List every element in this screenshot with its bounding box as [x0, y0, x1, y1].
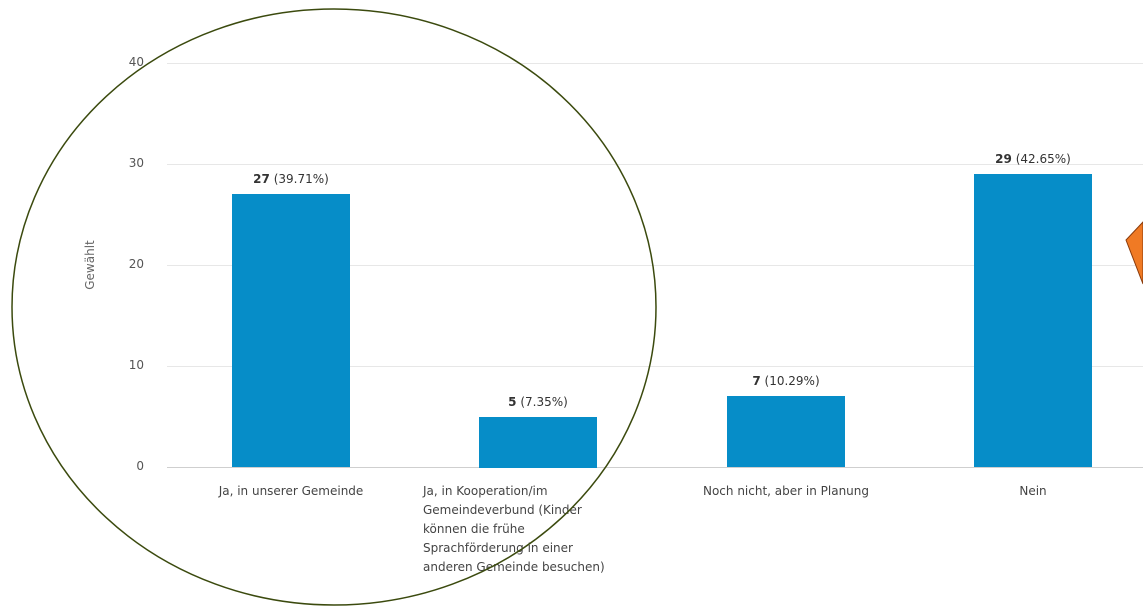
x-tick-label-line: Sprachförderung in einer: [423, 539, 623, 558]
x-tick-label-line: anderen Gemeinde besuchen): [423, 558, 623, 577]
data-label-value: 5: [508, 395, 516, 409]
data-label-percent: (10.29%): [761, 374, 820, 388]
bar[interactable]: [974, 174, 1092, 467]
y-tick-label: 0: [108, 459, 144, 473]
x-tick-label-line: Noch nicht, aber in Planung: [676, 482, 896, 501]
bar[interactable]: [232, 194, 350, 467]
data-label: 27 (39.71%): [221, 172, 361, 186]
x-tick-label: Nein: [923, 482, 1143, 501]
y-tick-label: 30: [108, 156, 144, 170]
data-label-value: 27: [253, 172, 270, 186]
x-tick-label-line: Ja, in unserer Gemeinde: [181, 482, 401, 501]
x-tick-label: Ja, in unserer Gemeinde: [181, 482, 401, 501]
x-tick-label-line: Ja, in Kooperation/im: [423, 482, 623, 501]
y-axis-label: Gewählt: [83, 235, 97, 295]
data-label-value: 7: [752, 374, 760, 388]
data-label: 7 (10.29%): [716, 374, 856, 388]
bar[interactable]: [727, 396, 845, 467]
data-label-percent: (39.71%): [270, 172, 329, 186]
y-tick-label: 20: [108, 257, 144, 271]
y-tick-label: 40: [108, 55, 144, 69]
x-tick-label-line: Gemeindeverbund (Kinder: [423, 501, 623, 520]
data-label: 5 (7.35%): [468, 395, 608, 409]
data-label-percent: (7.35%): [517, 395, 568, 409]
bar[interactable]: [479, 417, 597, 468]
data-label: 29 (42.65%): [963, 152, 1103, 166]
x-axis-line: [167, 467, 1143, 468]
data-label-percent: (42.65%): [1012, 152, 1071, 166]
x-tick-label: Noch nicht, aber in Planung: [676, 482, 896, 501]
y-tick-label: 10: [108, 358, 144, 372]
x-tick-label-line: können die frühe: [423, 520, 623, 539]
gridline: [167, 63, 1143, 64]
x-tick-label-line: Nein: [923, 482, 1143, 501]
data-label-value: 29: [995, 152, 1012, 166]
x-tick-label: Ja, in Kooperation/im Gemeindeverbund (Ki…: [423, 482, 623, 577]
